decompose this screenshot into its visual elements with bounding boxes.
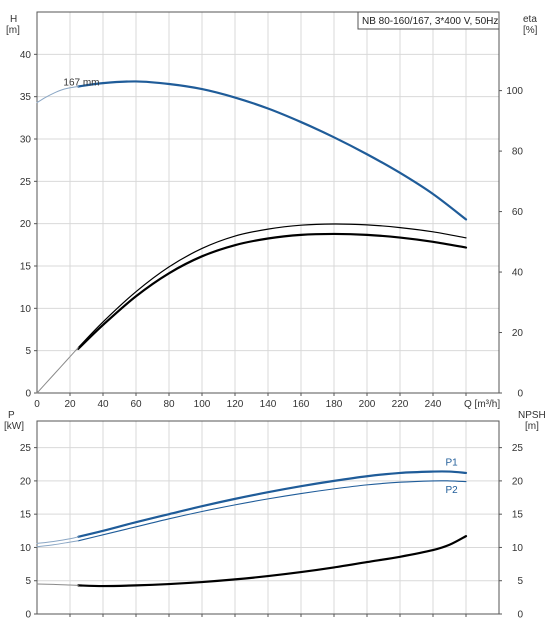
lower-series [36, 470, 468, 588]
upper-x-tick-label: 100 [194, 399, 211, 410]
upper-x-tick-label: 200 [359, 399, 376, 410]
upper-x-tick-label: 0 [34, 399, 40, 410]
title-box [357, 11, 500, 30]
upper-right-tick-label: 40 [512, 268, 524, 279]
upper-left-tick-label: 25 [20, 177, 32, 188]
p2-label: P2 [446, 485, 459, 496]
lower-ticks: 0 5 10 15 20 25 0 5 10 15 20 25 [20, 443, 524, 620]
lower-p1-curve [77, 470, 468, 538]
upper-right-axis-unit: [%] [523, 25, 538, 36]
upper-panel: 0 5 10 15 20 25 30 35 40 0 20 40 60 80 100 0 20 40 60 80 100… [6, 11, 538, 410]
upper-x-tick-label: 140 [260, 399, 277, 410]
upper-x-tick-label: 60 [130, 399, 142, 410]
lower-left-tick-label: 15 [20, 510, 32, 521]
lower-right-tick-label: 25 [512, 443, 524, 454]
upper-series [36, 80, 468, 394]
upper-x-tick-label: 40 [97, 399, 109, 410]
upper-right-tick-label: 100 [506, 86, 523, 97]
lower-right-axis-title: NPSH [518, 410, 546, 421]
upper-left-axis-title: H [10, 14, 17, 25]
chart-title: NB 80-160/167, 3*400 V, 50Hz [362, 16, 498, 27]
lower-left-tick-label: 10 [20, 543, 32, 554]
upper-head-curve [77, 80, 468, 221]
upper-left-tick-label: 15 [20, 262, 32, 273]
lower-p2-extension-curve [36, 540, 79, 548]
lower-right-axis-unit: [m] [525, 421, 539, 432]
lower-right-tick-label: 10 [512, 543, 524, 554]
upper-left-tick-label: 5 [25, 346, 31, 357]
upper-right-tick-label: 0 [517, 389, 523, 400]
upper-left-tick-label: 20 [20, 219, 32, 230]
upper-left-tick-label: 35 [20, 92, 32, 103]
upper-eta-pump-motor-curve [77, 232, 468, 350]
upper-head-extension-curve [36, 86, 79, 104]
lower-left-axis-title: P [8, 410, 15, 421]
lower-right-tick-label: 20 [512, 476, 524, 487]
upper-x-tick-label: 160 [293, 399, 310, 410]
lower-left-tick-label: 0 [25, 610, 31, 621]
upper-right-axis-title: eta [523, 14, 537, 25]
lower-right-tick-label: 5 [517, 576, 523, 587]
upper-eta-curve [77, 223, 467, 349]
upper-eta-extension-curve [36, 347, 79, 394]
upper-left-axis-unit: [m] [6, 25, 20, 36]
upper-x-tick-label: 240 [425, 399, 442, 410]
lower-left-tick-label: 5 [25, 576, 31, 587]
upper-right-tick-label: 80 [512, 147, 524, 158]
upper-x-tick-label: 20 [64, 399, 76, 410]
lower-npsh-extension-curve [36, 583, 79, 586]
upper-left-tick-label: 40 [20, 50, 32, 61]
lower-npsh-curve [77, 535, 468, 588]
lower-p2-curve [77, 480, 467, 542]
lower-left-tick-label: 25 [20, 443, 32, 454]
upper-x-tick-label: 220 [392, 399, 409, 410]
lower-left-axis-unit: [kW] [4, 421, 24, 432]
upper-right-tick-label: 60 [512, 207, 524, 218]
lower-right-tick-label: 15 [512, 510, 524, 521]
x-axis-title: Q [m³/h] [464, 399, 500, 410]
upper-left-tick-label: 30 [20, 135, 32, 146]
upper-left-tick-label: 0 [25, 389, 31, 400]
impeller-diameter-label: 167 mm [63, 78, 99, 89]
upper-ticks: 0 5 10 15 20 25 30 35 40 0 20 40 60 80 100 0 20 40 60 80 100… [20, 50, 524, 410]
upper-left-tick-label: 10 [20, 304, 32, 315]
upper-x-tick-label: 120 [227, 399, 244, 410]
p1-label: P1 [446, 458, 459, 469]
upper-x-tick-label: 180 [326, 399, 343, 410]
lower-right-tick-label: 0 [517, 610, 523, 621]
lower-p1-extension-curve [36, 536, 79, 544]
lower-left-tick-label: 20 [20, 476, 32, 487]
upper-grid [37, 12, 499, 393]
upper-right-tick-label: 20 [512, 328, 524, 339]
upper-x-tick-label: 80 [163, 399, 175, 410]
